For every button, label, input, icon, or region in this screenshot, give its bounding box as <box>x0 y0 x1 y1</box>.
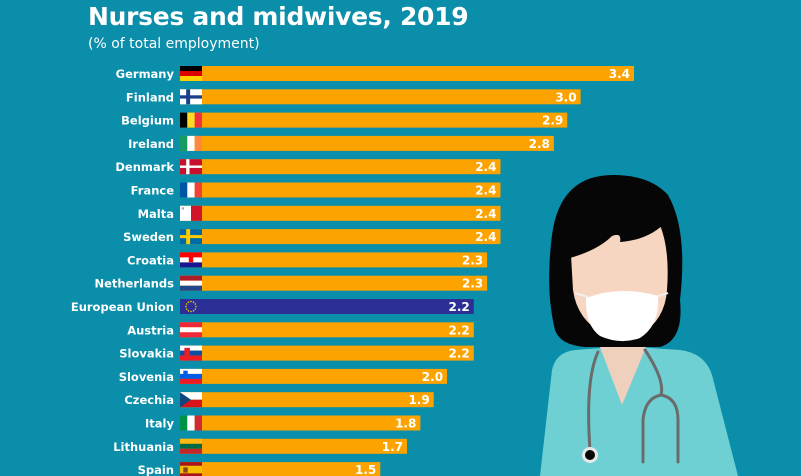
value-label: 2.4 <box>475 160 496 174</box>
bar-austria <box>180 322 474 338</box>
bar-sweden <box>180 229 501 245</box>
bar-italy <box>180 415 421 431</box>
category-label: Spain <box>138 463 174 476</box>
bar-row-italy: Italy 1.8 <box>145 415 421 431</box>
croatia-flag-icon <box>180 252 202 268</box>
bar-row-netherlands: Netherlands 2.3 <box>94 275 488 291</box>
italy-flag-icon <box>180 415 202 431</box>
bar-denmark <box>180 159 501 175</box>
spain-flag-icon <box>180 462 202 476</box>
value-label: 2.4 <box>475 207 496 221</box>
bar-germany <box>180 66 634 81</box>
bar-finland <box>180 89 581 105</box>
nurse-neck <box>598 335 650 405</box>
bar-row-austria: Austria 2.2 <box>127 322 474 338</box>
category-label: France <box>131 184 175 198</box>
nurse-bangs <box>563 187 668 258</box>
category-label: Netherlands <box>94 277 174 291</box>
value-label: 2.8 <box>529 137 550 151</box>
value-label: 2.9 <box>542 114 563 128</box>
belgium-flag-icon <box>180 112 202 128</box>
bar-european-union <box>180 299 474 314</box>
bar-row-sweden: Sweden 2.4 <box>123 229 501 245</box>
czechia-flag-icon <box>180 392 202 408</box>
value-label: 2.0 <box>422 370 443 384</box>
category-label: Lithuania <box>113 440 174 454</box>
value-label: 2.2 <box>448 300 469 314</box>
bar-slovakia <box>180 345 474 361</box>
bar-row-finland: Finland 3.0 <box>126 89 581 105</box>
bar-spain <box>180 462 381 476</box>
netherlands-flag-icon <box>180 275 202 291</box>
category-label: Germany <box>116 67 175 81</box>
bar-malta <box>180 205 501 221</box>
bar-croatia <box>180 252 488 268</box>
sweden-flag-icon <box>180 229 202 245</box>
bar-ireland <box>180 135 554 151</box>
austria-flag-icon <box>180 322 202 338</box>
bar-row-germany: Germany 3.4 <box>116 66 634 81</box>
category-label: Czechia <box>124 393 174 407</box>
value-label: 2.2 <box>448 323 469 337</box>
bar-slovenia <box>180 368 448 384</box>
bar-row-croatia: Croatia 2.3 <box>127 252 488 268</box>
value-label: 1.8 <box>395 417 416 431</box>
bar-row-denmark: Denmark 2.4 <box>115 159 501 175</box>
nurse-scrubs <box>540 347 738 476</box>
bar-row-czechia: Czechia 1.9 <box>124 392 434 408</box>
value-label: 2.2 <box>448 347 469 361</box>
bar-row-belgium: Belgium 2.9 <box>121 112 568 128</box>
category-label: European Union <box>71 300 174 314</box>
category-label: Finland <box>126 90 174 104</box>
slovenia-flag-icon <box>180 368 202 384</box>
bar-france <box>180 182 501 198</box>
stethoscope <box>587 348 680 464</box>
slovakia-flag-icon <box>180 345 202 361</box>
bar-lithuania <box>180 438 407 454</box>
bar-row-ireland: Ireland 2.8 <box>128 135 554 151</box>
bar-belgium <box>180 112 568 128</box>
lithuania-flag-icon <box>180 438 202 454</box>
value-label: 3.4 <box>609 67 630 81</box>
category-label: Slovenia <box>119 370 174 384</box>
bar-row-spain: Spain 1.5 <box>138 462 381 476</box>
category-label: Italy <box>145 417 174 431</box>
chart-title: Nurses and midwives, 2019 <box>88 2 469 31</box>
bar-row-lithuania: Lithuania 1.7 <box>113 438 407 454</box>
bar-netherlands <box>180 275 488 291</box>
value-label: 1.7 <box>382 440 403 454</box>
malta-flag-icon <box>180 205 202 221</box>
ireland-flag-icon <box>180 135 202 151</box>
finland-flag-icon <box>180 89 202 105</box>
category-label: Croatia <box>127 253 174 267</box>
value-label: 2.3 <box>462 253 483 267</box>
chart-subtitle: (% of total employment) <box>88 36 260 52</box>
category-label: Slovakia <box>119 347 174 361</box>
bar-row-european-union: European Union 2.2 <box>71 299 474 314</box>
category-label: Sweden <box>123 230 174 244</box>
category-label: Austria <box>127 323 174 337</box>
france-flag-icon <box>180 182 202 198</box>
face-mask <box>585 290 659 342</box>
category-label: Malta <box>138 207 174 221</box>
bar-row-slovenia: Slovenia 2.0 <box>119 368 448 384</box>
bar-czechia <box>180 392 434 408</box>
germany-flag-icon <box>180 66 202 81</box>
value-label: 2.3 <box>462 277 483 291</box>
category-label: Denmark <box>115 160 174 174</box>
denmark-flag-icon <box>180 159 202 175</box>
value-label: 2.4 <box>475 230 496 244</box>
bar-row-france: France 2.4 <box>131 182 501 198</box>
category-label: Ireland <box>128 137 174 151</box>
value-label: 1.5 <box>355 463 376 476</box>
value-label: 2.4 <box>475 184 496 198</box>
bar-row-malta: Malta 2.4 <box>138 205 501 221</box>
value-label: 3.0 <box>555 90 576 104</box>
eu-flag-icon <box>185 300 197 313</box>
category-label: Belgium <box>121 114 174 128</box>
bar-row-slovakia: Slovakia 2.2 <box>119 345 474 361</box>
value-label: 1.9 <box>408 393 429 407</box>
